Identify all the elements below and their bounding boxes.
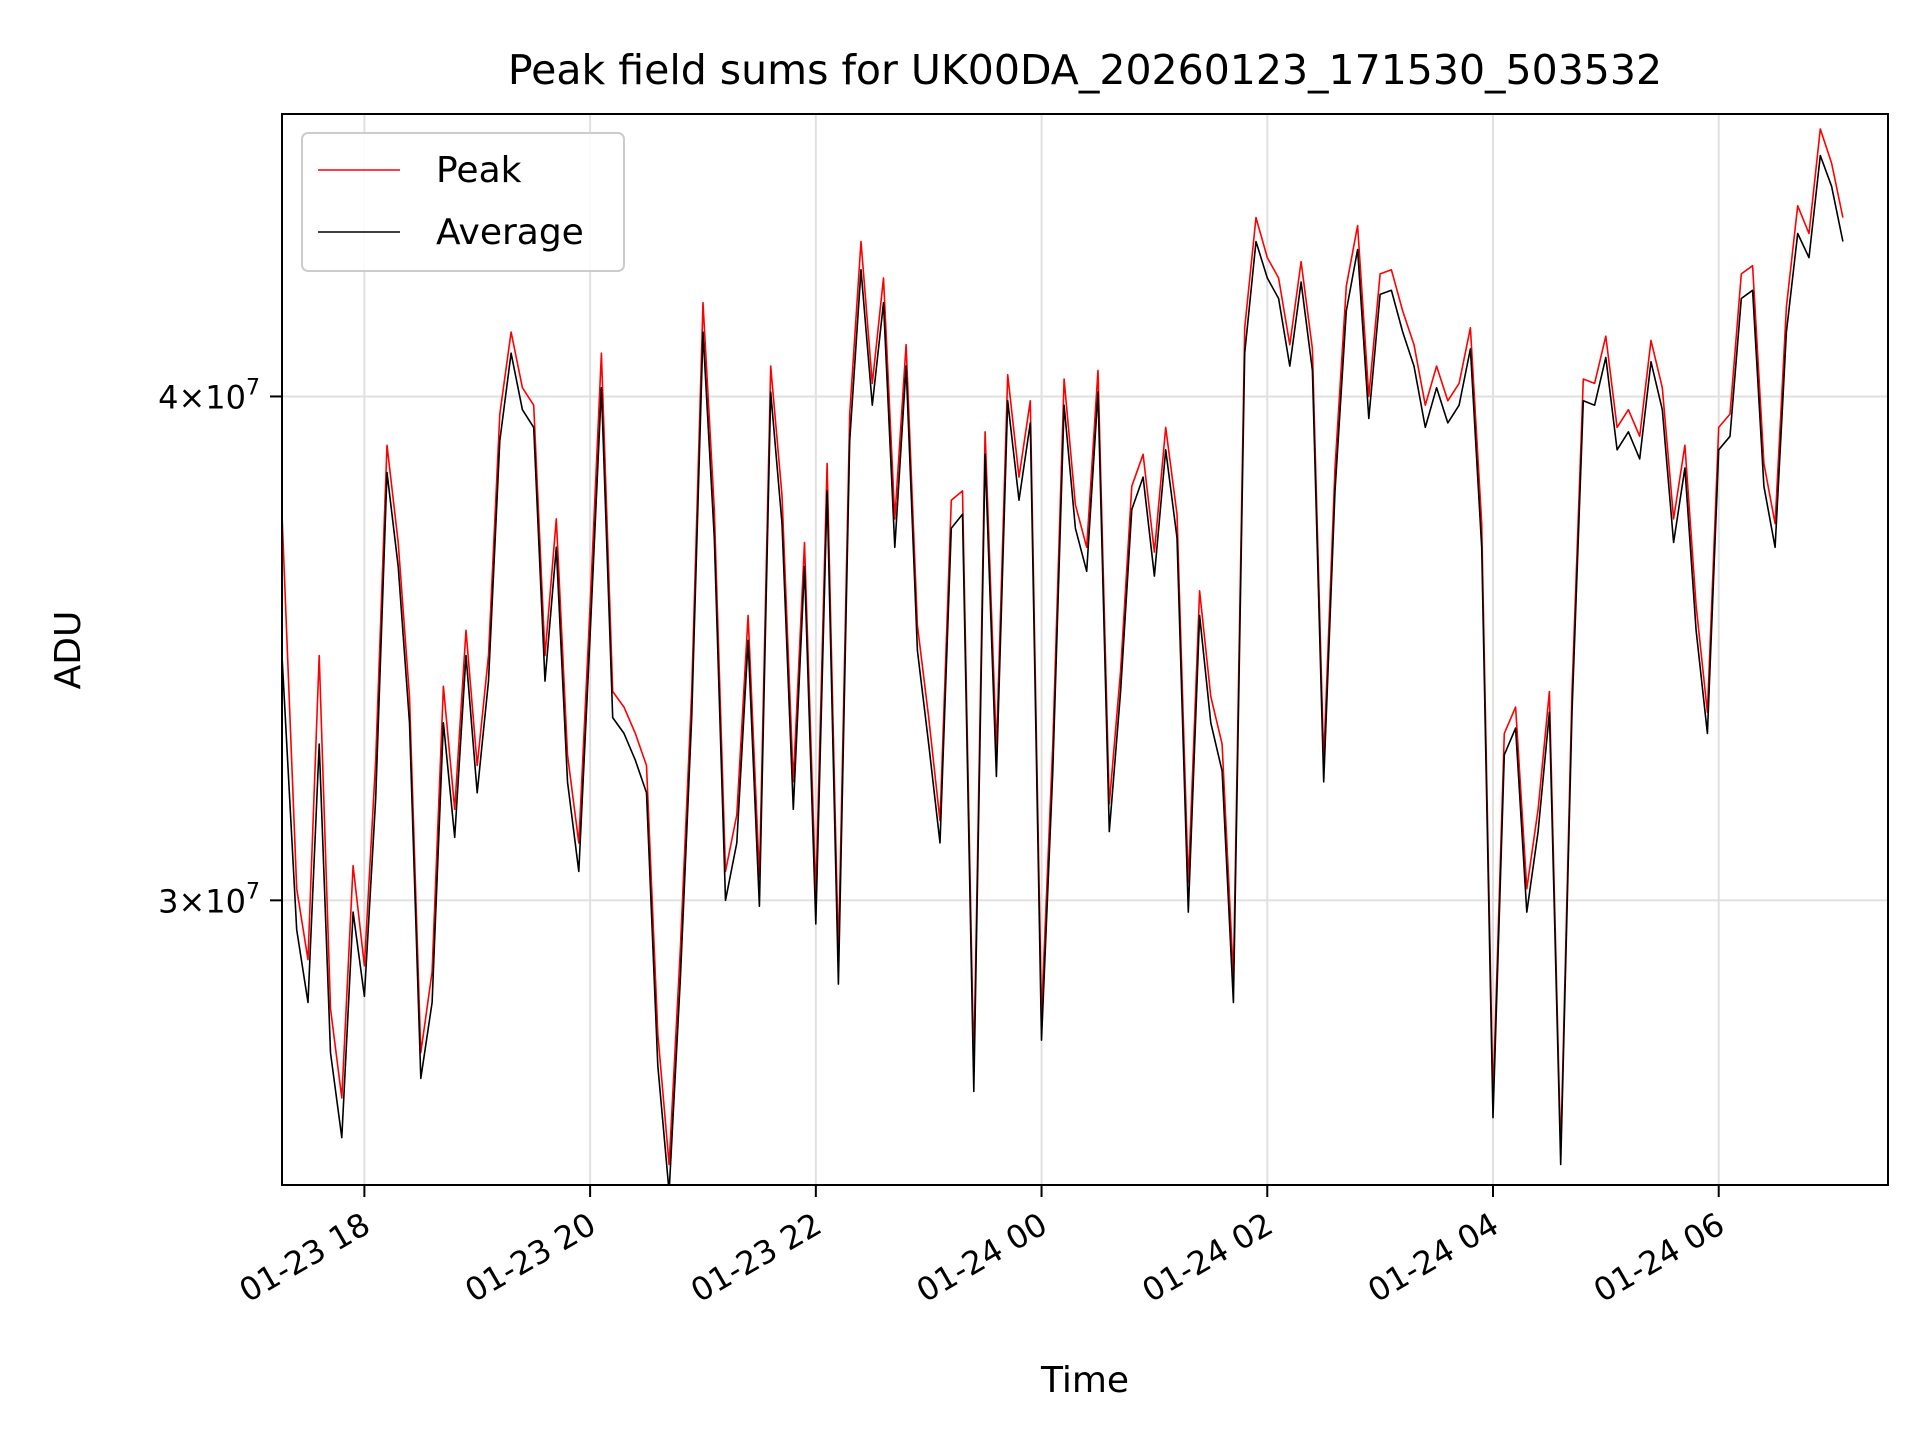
chart-title: Peak field sums for UK00DA_20260123_1715… <box>508 46 1662 94</box>
x-tick-label: 01-24 02 <box>1136 1205 1280 1310</box>
grid <box>282 114 1888 1185</box>
legend-label-peak: Peak <box>436 150 522 191</box>
series-layer <box>282 128 1844 1185</box>
series-line-average <box>282 154 1844 1185</box>
x-axis-label: Time <box>1040 1360 1129 1401</box>
x-tick-label: 01-23 22 <box>684 1205 828 1310</box>
x-tick-label: 01-24 06 <box>1587 1205 1731 1310</box>
x-tick-label: 01-23 20 <box>459 1205 603 1310</box>
y-tick-label: 3×107 <box>158 879 260 920</box>
y-axis-label: ADU <box>48 611 89 690</box>
y-axis: 3×107 4×107 <box>158 375 282 920</box>
legend-box <box>301 132 625 272</box>
x-tick-label: 01-24 04 <box>1361 1205 1505 1310</box>
x-tick-label: 01-24 00 <box>910 1205 1054 1310</box>
x-axis: 01-23 18 01-23 20 01-23 22 01-24 00 01-24 02… <box>233 1185 1731 1310</box>
series-line-peak <box>282 128 1844 1166</box>
plot-frame <box>281 113 1889 1186</box>
x-tick-label: 01-23 18 <box>233 1205 377 1310</box>
legend: Peak Average <box>301 132 625 272</box>
legend-label-average: Average <box>436 212 584 253</box>
y-tick-label: 4×107 <box>158 375 260 416</box>
